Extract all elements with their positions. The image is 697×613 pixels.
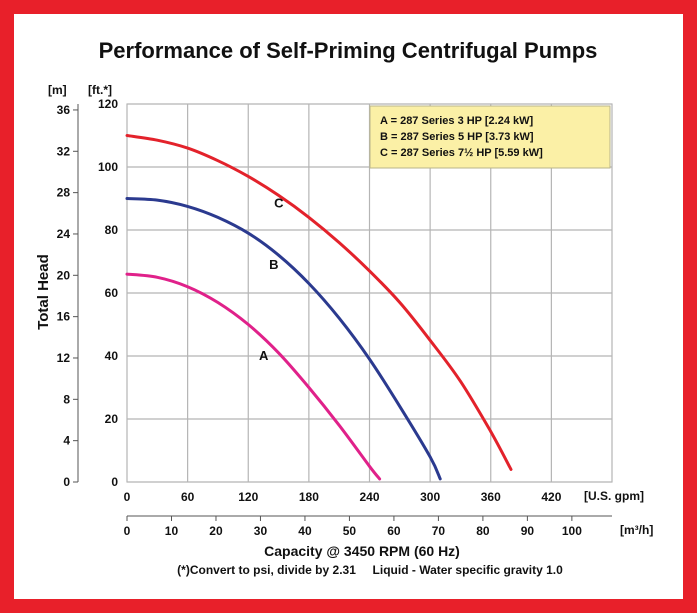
- y-tick-label-ft: 40: [105, 349, 119, 363]
- x-tick-label-gpm: 120: [238, 490, 258, 504]
- series-label-c: C: [274, 195, 284, 210]
- x-tick-label-m3h: 30: [254, 524, 268, 538]
- y-axis-label: Total Head: [35, 254, 52, 330]
- x-tick-label-gpm: 180: [299, 490, 319, 504]
- legend-box: [369, 105, 611, 169]
- x-axis-label: Capacity @ 3450 RPM (60 Hz): [264, 543, 460, 559]
- y-tick-label-m: 32: [57, 144, 71, 158]
- x-tick-label-m3h: 0: [124, 524, 131, 538]
- y-tick-label-ft: 80: [105, 223, 119, 237]
- y-unit-feet: [ft.*]: [88, 83, 112, 97]
- x-tick-label-gpm: 0: [124, 490, 131, 504]
- x-tick-label-m3h: 70: [432, 524, 446, 538]
- x-tick-label-m3h: 90: [521, 524, 535, 538]
- x-tick-label-m3h: 20: [209, 524, 223, 538]
- y-tick-label-ft: 100: [98, 160, 118, 174]
- legend-entry-b: B = 287 Series 5 HP [3.73 kW]: [380, 131, 534, 143]
- series-label-b: B: [269, 257, 278, 272]
- x-tick-label-m3h: 100: [562, 524, 582, 538]
- curves: [125, 134, 513, 481]
- x-tick-label-m3h: 80: [476, 524, 490, 538]
- y-tick-label-m: 0: [63, 475, 70, 489]
- y-tick-label-m: 36: [57, 103, 71, 117]
- x-tick-label-gpm: 420: [541, 490, 561, 504]
- y-tick-label-m: 16: [57, 310, 71, 324]
- x-tick-label-m3h: 60: [387, 524, 401, 538]
- curve-labels: A B C: [259, 195, 284, 363]
- y-tick-label-ft: 60: [105, 286, 119, 300]
- x-unit-gpm: [U.S. gpm]: [584, 489, 644, 503]
- x-tick-label-m3h: 50: [343, 524, 357, 538]
- y-unit-meters: [m]: [48, 83, 67, 97]
- x-tick-label-gpm: 240: [359, 490, 379, 504]
- x-tick-label-gpm: 300: [420, 490, 440, 504]
- x-tick-label-gpm: 60: [181, 490, 195, 504]
- legend: A = 287 Series 3 HP [2.24 kW] B = 287 Se…: [369, 105, 611, 169]
- x-tick-label-m3h: 40: [298, 524, 312, 538]
- legend-entry-c: C = 287 Series 7½ HP [5.59 kW]: [380, 147, 543, 159]
- y-tick-label-ft: 0: [111, 475, 118, 489]
- x-unit-m3h: [m³/h]: [620, 523, 653, 537]
- y-tick-label-m: 28: [57, 186, 71, 200]
- y-tick-label-ft: 20: [105, 412, 119, 426]
- x-tick-label-m3h: 10: [165, 524, 179, 538]
- series-line-a: [125, 272, 382, 481]
- y-tick-label-ft: 120: [98, 97, 118, 111]
- y-tick-label-m: 4: [63, 434, 70, 448]
- series-line-b: [125, 197, 442, 481]
- y-tick-label-m: 20: [57, 268, 71, 282]
- legend-entry-a: A = 287 Series 3 HP [2.24 kW]: [380, 115, 534, 127]
- y-tick-label-m: 24: [57, 227, 71, 241]
- y-tick-label-m: 12: [57, 351, 71, 365]
- series-label-a: A: [259, 348, 269, 363]
- x-tick-label-gpm: 360: [481, 490, 501, 504]
- chart-title: Performance of Self-Priming Centrifugal …: [99, 38, 598, 63]
- series-line-c: [125, 134, 513, 471]
- y-tick-label-m: 8: [63, 392, 70, 406]
- footnote: (*)Convert to psi, divide by 2.31 Liquid…: [177, 563, 563, 577]
